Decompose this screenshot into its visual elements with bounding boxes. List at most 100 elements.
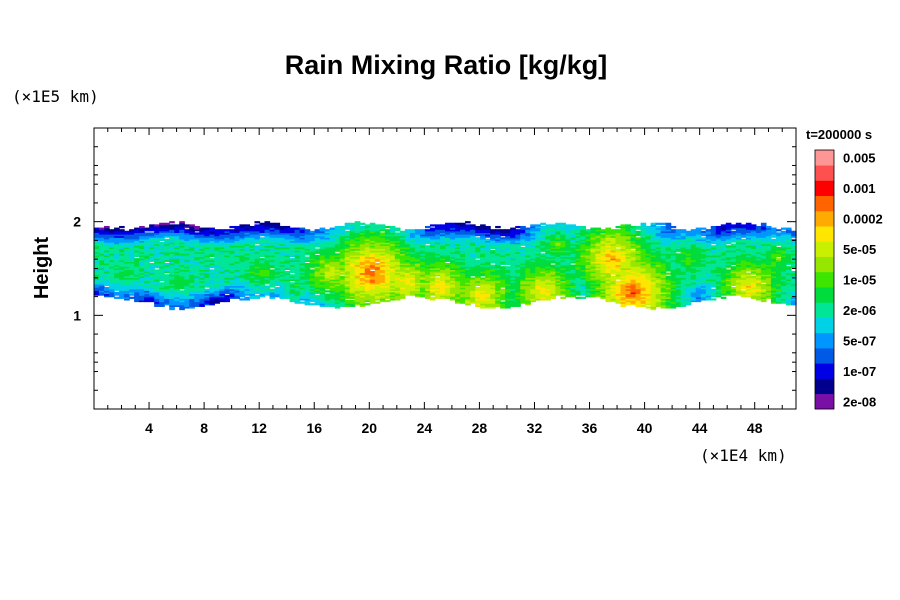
heatmap-cell xyxy=(670,285,677,288)
heatmap-cell xyxy=(154,248,160,251)
heatmap-cell xyxy=(790,291,797,295)
heatmap-cell xyxy=(515,285,521,288)
heatmap-cell xyxy=(725,283,732,287)
heatmap-cell xyxy=(124,270,130,274)
heatmap-cell xyxy=(700,274,707,277)
heatmap-cell xyxy=(595,283,602,287)
heatmap-cell xyxy=(695,272,702,275)
heatmap-cell xyxy=(685,283,692,287)
heatmap-cell xyxy=(750,261,757,264)
heatmap-cell xyxy=(775,296,782,299)
heatmap-cell xyxy=(745,272,752,275)
heatmap-cell xyxy=(645,256,652,259)
heatmap-cell xyxy=(665,283,672,287)
heatmap-cell xyxy=(755,254,762,258)
heatmap-cell xyxy=(234,270,241,274)
heatmap-cell xyxy=(209,248,215,251)
heatmap-cell xyxy=(450,282,456,285)
heatmap-cell xyxy=(309,303,316,306)
heatmap-cell xyxy=(384,293,391,296)
heatmap-cell xyxy=(354,301,361,304)
heatmap-cell xyxy=(319,256,326,259)
heatmap-cell xyxy=(675,261,682,264)
heatmap-cell xyxy=(269,245,276,248)
heatmap-cell xyxy=(575,261,581,264)
heatmap-cell xyxy=(359,264,366,267)
heatmap-cell xyxy=(650,253,657,256)
heatmap-cell xyxy=(480,287,486,290)
heatmap-cell xyxy=(204,285,210,288)
heatmap-cell xyxy=(179,295,185,298)
heatmap-cell xyxy=(470,246,476,250)
heatmap-cell xyxy=(124,258,130,261)
heatmap-cell xyxy=(710,266,717,269)
heatmap-cell xyxy=(409,267,416,270)
heatmap-cell xyxy=(329,262,336,266)
heatmap-cell xyxy=(655,267,662,270)
heatmap-cell xyxy=(139,283,145,287)
heatmap-cell xyxy=(670,264,677,267)
heatmap-cell xyxy=(209,269,215,272)
heatmap-cell xyxy=(585,277,592,280)
heatmap-cell xyxy=(104,256,110,259)
heatmap-cell xyxy=(234,295,241,298)
heatmap-cell xyxy=(274,266,281,269)
heatmap-cell xyxy=(580,282,586,285)
heatmap-cell xyxy=(525,245,531,248)
heatmap-cell xyxy=(580,250,586,253)
heatmap-cell xyxy=(234,253,241,256)
heatmap-cell xyxy=(94,285,100,288)
heatmap-cell xyxy=(780,248,787,251)
heatmap-cell xyxy=(615,287,622,290)
heatmap-cell xyxy=(249,262,256,266)
heatmap-cell xyxy=(725,250,732,253)
heatmap-cell xyxy=(770,256,777,259)
heatmap-cell xyxy=(369,256,376,259)
heatmap-cell xyxy=(690,287,697,290)
heatmap-cell xyxy=(480,261,486,264)
heatmap-cell xyxy=(119,266,125,269)
heatmap-cell xyxy=(790,250,797,253)
heatmap-cell xyxy=(224,246,230,250)
heatmap-cell xyxy=(204,266,210,269)
heatmap-cell xyxy=(775,267,782,270)
heatmap-cell xyxy=(725,253,732,256)
heatmap-cell xyxy=(665,299,672,303)
heatmap-cell xyxy=(735,253,742,256)
heatmap-cell xyxy=(439,295,446,298)
heatmap-cell xyxy=(409,253,416,256)
heatmap-cell xyxy=(139,274,145,277)
heatmap-cell xyxy=(505,283,511,287)
heatmap-cell xyxy=(169,304,175,307)
heatmap-cell xyxy=(660,287,667,290)
heatmap-cell xyxy=(279,259,286,262)
heatmap-cell xyxy=(429,274,436,277)
heatmap-cell xyxy=(129,253,135,256)
heatmap-cell xyxy=(740,295,747,298)
heatmap-cell xyxy=(655,291,662,295)
heatmap-cell xyxy=(445,287,451,290)
heatmap-cell xyxy=(690,279,697,282)
heatmap-cell xyxy=(685,253,692,256)
heatmap-cell xyxy=(159,277,165,280)
heatmap-cell xyxy=(775,295,782,298)
heatmap-cell xyxy=(605,266,612,269)
heatmap-cell xyxy=(324,251,331,254)
heatmap-cell xyxy=(720,254,727,258)
heatmap-cell xyxy=(565,282,571,285)
heatmap-cell xyxy=(129,290,135,293)
heatmap-cell xyxy=(259,254,266,258)
heatmap-cell xyxy=(424,262,431,266)
heatmap-cell xyxy=(169,298,175,301)
heatmap-cell xyxy=(510,243,516,246)
heatmap-cell xyxy=(409,264,416,267)
heatmap-cell xyxy=(490,267,496,270)
heatmap-cell xyxy=(525,296,531,299)
heatmap-cell xyxy=(775,272,782,275)
heatmap-cell xyxy=(500,275,506,279)
heatmap-cell xyxy=(480,303,486,306)
heatmap-cell xyxy=(304,267,311,270)
heatmap-cell xyxy=(480,250,486,253)
heatmap-cell xyxy=(389,248,396,251)
heatmap-cell xyxy=(690,296,697,299)
